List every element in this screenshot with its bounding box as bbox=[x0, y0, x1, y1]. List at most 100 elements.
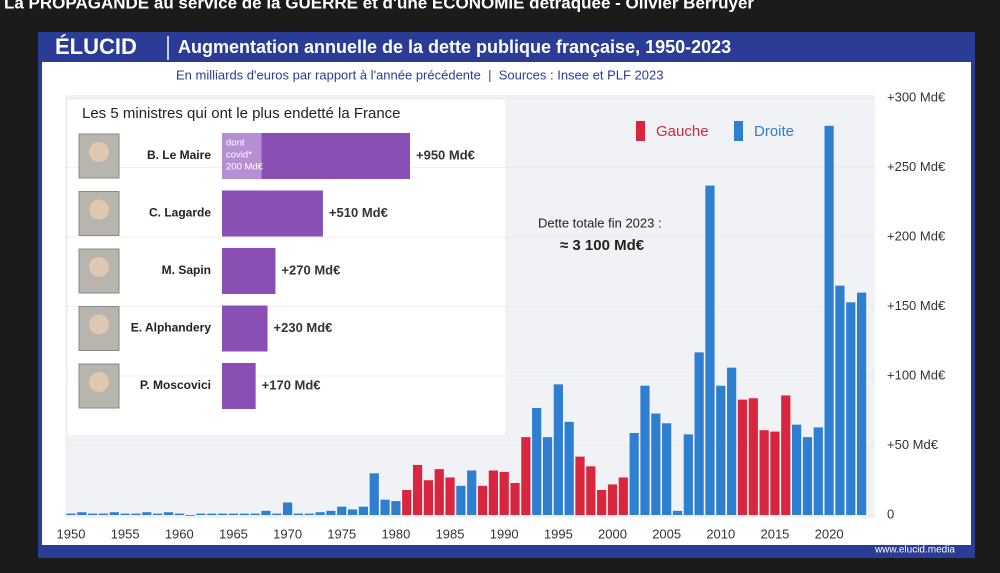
photo-face bbox=[89, 372, 109, 392]
category-label: E. Alphandery bbox=[131, 321, 212, 335]
x-tick-label: 1955 bbox=[111, 526, 140, 541]
bar bbox=[445, 477, 455, 515]
inset-title: Les 5 ministres qui ont le plus endetté … bbox=[82, 105, 401, 122]
covid-label: covid* bbox=[226, 150, 252, 161]
bar bbox=[218, 513, 228, 515]
bar bbox=[781, 395, 791, 515]
bar bbox=[727, 367, 737, 515]
y-tick-label: +50 Md€ bbox=[887, 437, 939, 452]
photo-face bbox=[89, 199, 109, 220]
bar bbox=[532, 407, 542, 515]
bar bbox=[802, 437, 813, 515]
y-tick-label: +300 Md€ bbox=[887, 89, 946, 104]
category-label: M. Sapin bbox=[162, 263, 211, 277]
legend-label: Droite bbox=[754, 123, 794, 140]
bar bbox=[98, 513, 109, 515]
x-tick-label: 2005 bbox=[652, 526, 681, 541]
value-label: +510 Md€ bbox=[329, 205, 388, 220]
bar bbox=[737, 399, 748, 515]
bar bbox=[477, 485, 488, 515]
x-tick-label: 2015 bbox=[760, 526, 789, 541]
bar bbox=[163, 512, 174, 515]
bar bbox=[222, 190, 323, 237]
bar bbox=[813, 427, 823, 515]
legend-swatch bbox=[636, 121, 645, 141]
value-label: +170 Md€ bbox=[262, 377, 321, 392]
bar bbox=[553, 384, 563, 515]
value-label: +230 Md€ bbox=[274, 320, 333, 335]
bar bbox=[272, 513, 282, 515]
bar bbox=[347, 509, 358, 515]
bar bbox=[672, 510, 683, 515]
bar bbox=[250, 513, 260, 515]
x-tick-label: 1990 bbox=[490, 526, 519, 541]
bar bbox=[109, 512, 119, 515]
bar bbox=[196, 513, 206, 515]
category-label: B. Le Maire bbox=[147, 148, 211, 162]
legend-label: Gauche bbox=[656, 123, 709, 140]
video-title: La PROPAGANDE au service de la GUERRE et… bbox=[4, 0, 754, 12]
bar bbox=[586, 466, 596, 515]
bar bbox=[304, 513, 314, 515]
bar bbox=[293, 513, 304, 515]
x-tick-label: 2020 bbox=[815, 526, 844, 541]
bar bbox=[153, 513, 163, 515]
bar bbox=[283, 502, 293, 515]
bar bbox=[207, 513, 217, 515]
bar bbox=[575, 456, 585, 515]
bar bbox=[488, 470, 498, 515]
bar bbox=[358, 506, 369, 515]
category-label: P. Moscovici bbox=[140, 378, 211, 392]
legend-swatch bbox=[734, 121, 743, 141]
bar bbox=[542, 437, 553, 515]
bar bbox=[228, 513, 239, 515]
chart-subtitle: En milliards d'euros par rapport à l'ann… bbox=[176, 67, 663, 82]
bar bbox=[326, 510, 336, 515]
y-tick-label: +150 Md€ bbox=[887, 298, 946, 313]
bar bbox=[618, 477, 628, 515]
bar bbox=[412, 464, 423, 515]
logo: ÉLUCID bbox=[55, 34, 137, 59]
bar bbox=[856, 292, 867, 515]
x-tick-label: 2010 bbox=[706, 526, 735, 541]
bar bbox=[261, 510, 271, 515]
bar bbox=[846, 302, 856, 515]
photo-face bbox=[89, 142, 109, 162]
x-tick-label: 1960 bbox=[165, 526, 194, 541]
y-tick-label: +100 Md€ bbox=[887, 367, 946, 382]
x-tick-label: 1965 bbox=[219, 526, 248, 541]
bar bbox=[759, 430, 769, 515]
source-url: www.elucid.media bbox=[874, 545, 955, 556]
bar bbox=[315, 512, 325, 515]
bar bbox=[174, 513, 184, 515]
bar bbox=[239, 513, 249, 515]
annotation: ≈ 3 100 Md€ bbox=[560, 237, 645, 254]
x-tick-label: 2000 bbox=[598, 526, 627, 541]
bar bbox=[369, 473, 379, 515]
bar bbox=[824, 125, 834, 516]
photo-face bbox=[89, 314, 109, 335]
bar bbox=[120, 513, 130, 515]
bar bbox=[131, 513, 141, 515]
photo bbox=[78, 191, 120, 236]
bar bbox=[402, 489, 412, 515]
bar bbox=[142, 512, 152, 515]
y-tick-label: +250 Md€ bbox=[887, 159, 946, 174]
bar bbox=[185, 515, 195, 516]
bar bbox=[423, 480, 433, 515]
bar bbox=[640, 385, 650, 515]
bar bbox=[662, 423, 672, 515]
annotation: Dette totale fin 2023 : bbox=[538, 215, 662, 230]
bar bbox=[683, 434, 693, 515]
bar bbox=[380, 499, 390, 515]
bar bbox=[770, 431, 780, 515]
x-tick-label: 1980 bbox=[381, 526, 410, 541]
bar bbox=[748, 398, 758, 515]
bar bbox=[77, 512, 87, 515]
bar bbox=[467, 470, 477, 515]
bar bbox=[66, 513, 76, 515]
chart-title: Augmentation annuelle de la dette publiq… bbox=[178, 37, 731, 57]
covid-label: 200 Md€ bbox=[226, 162, 264, 173]
